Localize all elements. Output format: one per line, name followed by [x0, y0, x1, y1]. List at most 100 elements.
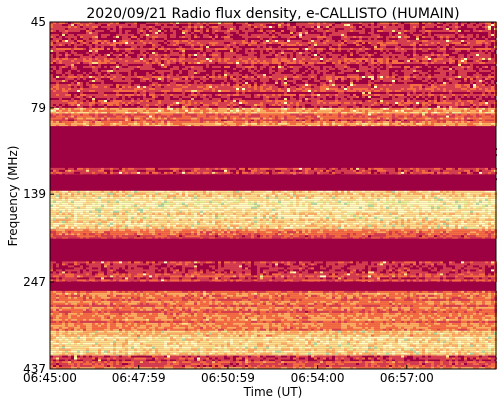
- spectrogram-cell: [335, 34, 338, 36]
- spectrogram-cell: [314, 40, 317, 42]
- spectrogram-cell: [323, 100, 326, 102]
- spectrogram-cell: [65, 86, 68, 88]
- spectrogram-cell: [479, 50, 482, 52]
- spectrogram-cell: [371, 48, 374, 50]
- spectrogram-cell: [107, 94, 110, 96]
- spectrogram-cell: [290, 36, 293, 38]
- spectrogram-cell: [224, 70, 227, 72]
- spectrogram-cell: [212, 94, 215, 96]
- spectrogram-cell: [155, 46, 158, 48]
- spectrogram-cell: [326, 46, 329, 48]
- spectrogram-cell: [215, 100, 218, 102]
- spectrogram-cell: [314, 88, 317, 90]
- spectrogram-cell: [368, 54, 371, 56]
- spectrogram-cell: [446, 56, 449, 58]
- spectrogram-cell: [281, 36, 284, 38]
- spectrogram-cell: [431, 86, 434, 88]
- spectrogram-cell: [323, 40, 326, 42]
- spectrogram-cell: [191, 62, 194, 64]
- spectrogram-cell: [101, 76, 104, 78]
- spectrogram-cell: [122, 96, 125, 98]
- spectrogram-cell: [161, 86, 164, 88]
- spectrogram-cell: [272, 30, 275, 32]
- spectrogram-cell: [170, 52, 173, 54]
- spectrogram-cell: [92, 44, 95, 46]
- spectrogram-cell: [224, 32, 227, 34]
- spectrogram-cell: [101, 58, 104, 60]
- spectrogram-cell: [353, 28, 356, 30]
- spectrogram-cell: [143, 44, 146, 46]
- spectrogram-cell: [416, 56, 419, 58]
- spectrogram-cell: [473, 58, 476, 60]
- spectrogram-cell: [473, 52, 476, 54]
- spectrogram-cell: [89, 86, 92, 88]
- spectrogram-cell: [455, 48, 458, 50]
- spectrogram-cell: [311, 26, 314, 28]
- spectrogram-cell: [65, 82, 68, 84]
- spectrogram-cell: [302, 26, 305, 28]
- spectrogram-cell: [206, 26, 209, 28]
- spectrogram-cell: [149, 102, 152, 104]
- spectrogram-cell: [53, 88, 56, 90]
- spectrogram-cell: [83, 98, 86, 100]
- spectrogram-cell: [182, 32, 185, 34]
- spectrogram-cell: [182, 96, 185, 98]
- spectrogram-cell: [287, 34, 290, 36]
- spectrogram-cell: [401, 24, 404, 26]
- spectrogram-cell: [386, 94, 389, 96]
- spectrogram-cell: [137, 60, 140, 62]
- spectrogram-cell: [77, 54, 80, 56]
- spectrogram-cell: [287, 60, 290, 62]
- spectrogram-cell: [230, 52, 233, 54]
- spectrogram-cell: [242, 86, 245, 88]
- spectrogram-cell: [383, 54, 386, 56]
- spectrogram-cell: [158, 26, 161, 28]
- spectrogram-cell: [122, 50, 125, 52]
- spectrogram-cell: [215, 88, 218, 90]
- spectrogram-cell: [293, 78, 296, 80]
- spectrogram-cell: [488, 94, 491, 96]
- spectrogram-cell: [56, 70, 59, 72]
- spectrogram-cell: [488, 48, 491, 50]
- spectrogram-cell: [119, 52, 122, 54]
- spectrogram-cell: [317, 68, 320, 70]
- spectrogram-cell: [278, 86, 281, 88]
- spectrogram-cell: [290, 74, 293, 76]
- spectrogram-cell: [212, 98, 215, 100]
- spectrogram-cell: [59, 26, 62, 28]
- spectrogram-cell: [122, 94, 125, 96]
- spectrogram-cell: [242, 58, 245, 60]
- spectrogram-cell: [281, 86, 284, 88]
- spectrogram-cell: [452, 60, 455, 62]
- spectrogram-cell: [485, 60, 488, 62]
- spectrogram-cell: [92, 84, 95, 86]
- spectrogram-cell: [350, 76, 353, 78]
- spectrogram-cell: [290, 58, 293, 60]
- spectrogram-cell: [263, 70, 266, 72]
- spectrogram-cell: [308, 90, 311, 92]
- spectrogram-cell: [236, 94, 239, 96]
- spectrogram-cell: [488, 74, 491, 76]
- spectrogram-cell: [299, 60, 302, 62]
- spectrogram-cell: [311, 64, 314, 66]
- spectrogram-cell: [410, 86, 413, 88]
- spectrogram-cell: [83, 84, 86, 86]
- spectrogram-cell: [248, 32, 251, 34]
- spectrogram-cell: [224, 46, 227, 48]
- spectrogram-cell: [467, 70, 470, 72]
- spectrogram-cell: [323, 68, 326, 70]
- spectrogram-cell: [377, 82, 380, 84]
- spectrogram-cell: [86, 38, 89, 40]
- spectrogram-cell: [365, 54, 368, 56]
- spectrogram-cell: [95, 48, 98, 50]
- spectrogram-cell: [74, 94, 77, 96]
- spectrogram-cell: [131, 76, 134, 78]
- spectrogram-cell: [272, 74, 275, 76]
- spectrogram-cell: [137, 54, 140, 56]
- spectrogram-cell: [131, 46, 134, 48]
- spectrogram-cell: [185, 44, 188, 46]
- spectrogram-cell: [155, 40, 158, 42]
- spectrogram-cell: [356, 40, 359, 42]
- spectrogram-cell: [245, 38, 248, 40]
- spectrogram-cell: [125, 34, 128, 36]
